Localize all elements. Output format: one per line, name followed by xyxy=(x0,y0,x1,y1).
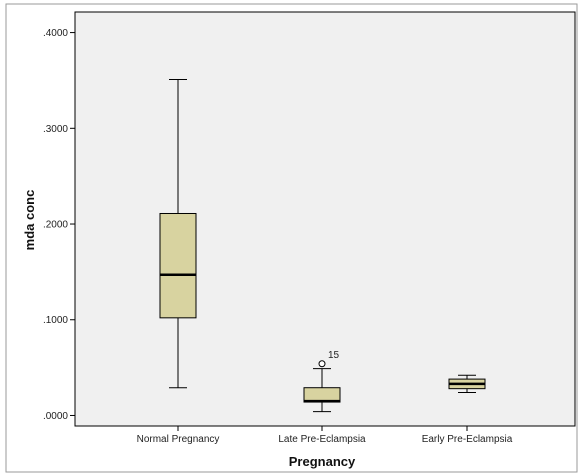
y-tick-label: .2000 xyxy=(43,220,68,231)
y-axis-title: mda conc xyxy=(22,190,37,251)
x-tick-label: Normal Pregnancy xyxy=(137,434,220,445)
outlier-label: 15 xyxy=(328,350,340,361)
box-group xyxy=(159,78,197,389)
y-tick-label: .4000 xyxy=(43,28,68,39)
outlier-point xyxy=(318,360,326,368)
y-tick-label: .3000 xyxy=(43,124,68,135)
plot-area xyxy=(74,11,576,427)
y-tick-label: .1000 xyxy=(43,315,68,326)
y-tick-label: .0000 xyxy=(43,411,68,422)
box-group: 15 xyxy=(303,350,341,413)
box-group xyxy=(448,374,486,393)
y-axis: .0000 .1000 .2000 .3000 .4000 xyxy=(43,28,75,422)
boxes-group: 15 xyxy=(159,78,486,413)
x-axis-title: Pregnancy xyxy=(289,454,356,469)
x-tick-label: Late Pre-Eclampsia xyxy=(278,434,366,445)
iqr-box xyxy=(159,212,197,319)
chart-frame xyxy=(5,3,578,473)
x-axis: Normal Pregnancy Late Pre-Eclampsia Early … xyxy=(137,426,513,445)
x-tick-label: Early Pre-Eclampsia xyxy=(422,434,513,445)
